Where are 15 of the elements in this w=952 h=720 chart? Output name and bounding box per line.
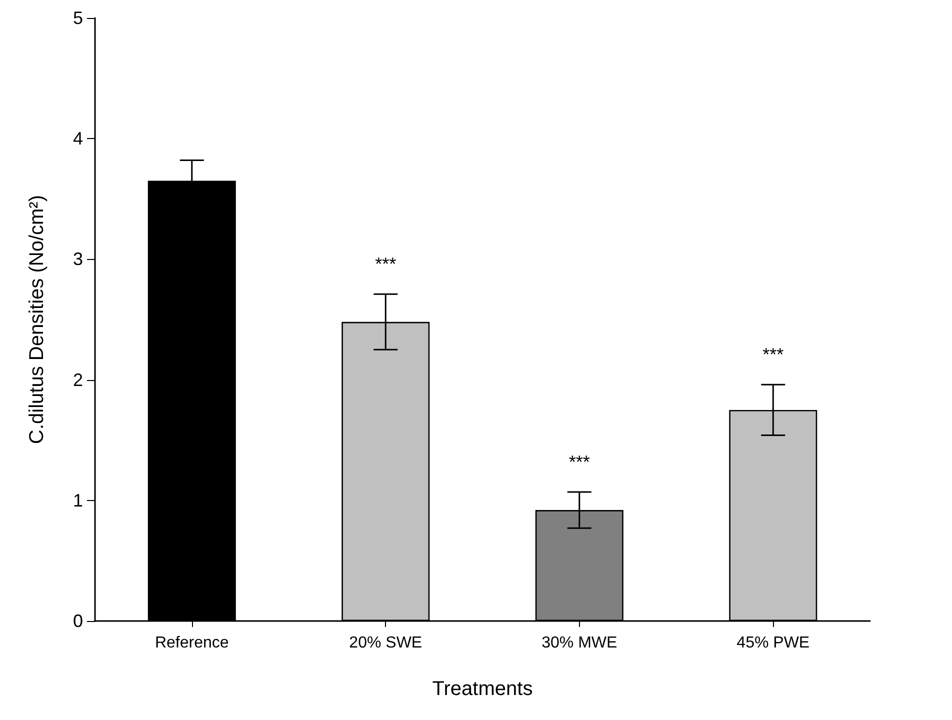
- x-tick-label: Reference: [154, 634, 229, 652]
- y-tick-label: 1: [72, 490, 83, 510]
- y-tick-label: 0: [72, 611, 83, 631]
- x-tick-label: 45% PWE: [736, 634, 810, 652]
- y-axis-title: C.dilutus Densities (No/cm²): [26, 195, 48, 444]
- x-tick-label: 30% MWE: [542, 634, 618, 652]
- y-tick-label: 4: [72, 128, 83, 149]
- annotation: ***: [568, 452, 590, 472]
- y-tick-label: 2: [72, 370, 83, 390]
- x-tick-label: 20% SWE: [349, 634, 422, 652]
- annotation: ***: [762, 344, 784, 365]
- x-axis-title: Treatments: [432, 678, 533, 700]
- annotation: ***: [375, 254, 396, 274]
- y-tick-label: 5: [72, 8, 83, 28]
- y-tick-label: 3: [72, 249, 83, 270]
